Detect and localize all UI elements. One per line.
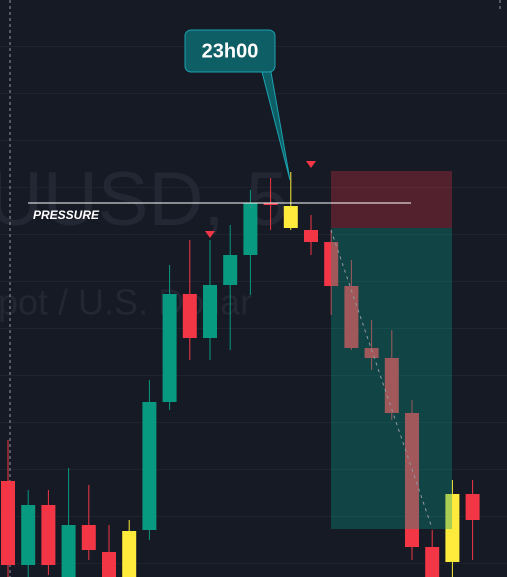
candle-body (304, 230, 318, 242)
candle-body (263, 203, 278, 205)
candle-body (81, 525, 96, 550)
candle-body (465, 494, 480, 520)
candle-body (21, 505, 36, 565)
candle-body (324, 242, 339, 286)
stop-zone (331, 171, 452, 228)
watermark-symbol: UUSD, 5 (0, 157, 288, 242)
pressure-label: PRESSURE (33, 208, 100, 222)
candle-body (223, 255, 238, 285)
callout-box (184, 29, 276, 73)
candle-body (102, 552, 116, 577)
candle-body (384, 358, 399, 413)
candle-body (162, 294, 177, 402)
candle-body (344, 286, 359, 348)
target-zone (331, 228, 452, 529)
candle-body (364, 348, 379, 358)
candles (1, 172, 480, 577)
candle-body (1, 481, 15, 565)
candle-body (142, 402, 157, 530)
candle-body (122, 531, 137, 577)
signal-arrow (306, 161, 316, 168)
candle-body (425, 547, 440, 577)
candle-body (445, 494, 460, 562)
candle-body (61, 525, 76, 577)
callout-text: 23h00 (202, 40, 259, 62)
candle-body (283, 206, 298, 228)
signal-arrow (205, 231, 215, 238)
candle-body (243, 203, 258, 255)
candle-body (182, 294, 197, 338)
candle-body (203, 285, 217, 338)
candle-body (41, 505, 56, 565)
candle-body (405, 413, 419, 547)
